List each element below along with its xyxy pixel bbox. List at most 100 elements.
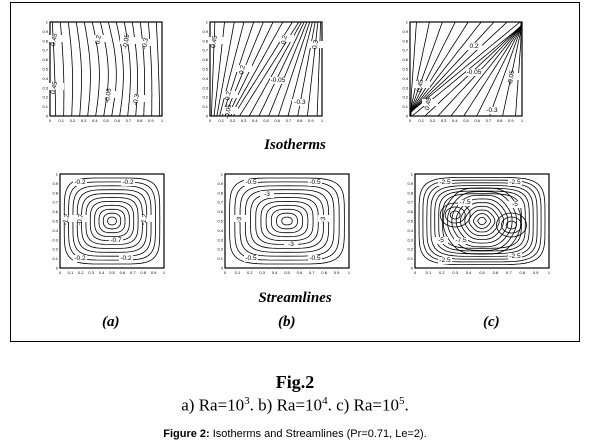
y-tick-label: 0.8 <box>202 38 208 43</box>
y-tick-label: 0.7 <box>217 200 223 205</box>
contour-label: 0.2 <box>224 90 233 100</box>
streamline <box>94 204 130 238</box>
x-tick-label: 1 <box>521 118 524 123</box>
y-tick-label: 0.6 <box>42 57 48 62</box>
contour-label: -3 <box>264 191 270 198</box>
x-tick-label: 0.8 <box>321 270 327 275</box>
contour-label: -0.3 <box>294 99 306 106</box>
vortex-cell <box>496 212 527 238</box>
vortex-cell <box>439 202 471 228</box>
label-mask <box>508 179 522 186</box>
x-tick-label: 0.3 <box>441 118 447 123</box>
y-tick-label: 0.4 <box>407 228 413 233</box>
contour-label: -0.2 <box>120 255 132 262</box>
x-tick-label: 0 <box>59 270 62 275</box>
contour-label: -0.3 <box>311 39 320 52</box>
x-tick-label: 0.9 <box>334 270 340 275</box>
contour-label: -0.05 <box>271 77 286 84</box>
y-tick-label: 0.4 <box>42 76 48 81</box>
contour-label: -0.05 <box>122 33 132 49</box>
streamlines-plot-b: 0 0.1 0.2 0.3 0.4 0.5 0.6 0.7 0.8 0.9 1 0 0.1 0.2 0.3 0… <box>217 172 350 276</box>
x-tick-label: 0.6 <box>120 270 126 275</box>
x-tick-label: 0.7 <box>126 118 132 123</box>
contour-label: 0.2 <box>238 64 247 74</box>
vortex-cell <box>506 220 517 230</box>
contour-label: -3 <box>288 241 294 248</box>
x-tick-label: 0.5 <box>109 270 115 275</box>
y-tick-label: 0.6 <box>202 57 208 62</box>
x-tick-label: 0.1 <box>218 118 224 123</box>
y-tick-label: 0.7 <box>52 200 58 205</box>
streamlines-label: Streamlines <box>258 290 332 306</box>
y-tick-label: 0 <box>411 266 414 271</box>
y-tick-label: 0.2 <box>202 95 208 100</box>
label-mask <box>508 201 522 208</box>
contour-label: -2.5 <box>439 257 451 264</box>
streamline <box>442 187 522 255</box>
contour-label: -0.5 <box>245 255 257 262</box>
isotherm-line <box>219 21 245 117</box>
contour-label: 0.45 <box>416 79 425 93</box>
contour-label: -0.3 <box>132 93 141 106</box>
x-tick-label: 0.4 <box>452 118 458 123</box>
label-mask <box>75 215 89 222</box>
y-tick-label: 0.4 <box>217 228 223 233</box>
y-tick-label: 0.7 <box>407 200 413 205</box>
str-b-border <box>224 173 350 269</box>
figure-frame <box>10 2 580 342</box>
y-tick-label: 0.3 <box>52 237 58 242</box>
x-tick-label: 0.9 <box>308 118 314 123</box>
vortex-cell <box>501 216 522 234</box>
x-tick-label: 0.4 <box>272 270 278 275</box>
y-tick-label: 0.8 <box>52 190 58 195</box>
x-tick-label: 1 <box>161 118 164 123</box>
contour-label: -0.7 <box>76 213 85 226</box>
x-tick-label: 0 <box>224 270 227 275</box>
y-tick-label: 1 <box>411 172 414 177</box>
isotherms-plot-a: 00.10.20.30.40.50.60.70.80.910 0.1 0.2 0.3 0… <box>42 20 164 124</box>
streamline <box>270 208 304 234</box>
streamline <box>418 177 546 265</box>
x-tick-label: 0.2 <box>70 118 76 123</box>
contour-label: 0.2 <box>469 43 478 50</box>
streamline <box>451 194 513 248</box>
case-label-c: (c) <box>483 314 500 330</box>
isotherm-line <box>258 21 305 117</box>
vortex-cell <box>449 210 461 220</box>
streamlines-plot-a: 0 0.1 0.2 0.3 0.4 0.5 0.6 0.7 0.8 0.9 1 0 0.1 0.2 0.3 0… <box>52 172 165 276</box>
y-tick-label: 0.1 <box>402 104 408 109</box>
x-tick-label: 0.4 <box>92 118 98 123</box>
label-mask <box>270 77 286 84</box>
x-tick-label: 0.5 <box>463 118 469 123</box>
y-tick-label: 0.9 <box>52 181 58 186</box>
streamline <box>477 216 487 226</box>
isotherm-line <box>502 22 522 117</box>
isotherm-line <box>410 21 482 116</box>
isotherm-line <box>277 21 311 117</box>
contour-label: -3 <box>320 216 328 223</box>
label-mask <box>508 253 522 260</box>
y-tick-label: 0.2 <box>217 247 223 252</box>
y-tick-label: 0.7 <box>202 48 208 53</box>
x-tick-label: 0 <box>49 118 52 123</box>
contour-label: -7.5 <box>455 237 467 244</box>
x-tick-label: 0.9 <box>508 118 514 123</box>
x-tick-label: 0.3 <box>241 118 247 123</box>
y-tick-label: 0.8 <box>407 190 413 195</box>
contour-label: -0.3 <box>141 37 150 50</box>
x-tick-label: 0.5 <box>103 118 109 123</box>
isotherm-line <box>83 21 91 117</box>
contour-label: -5 <box>512 201 518 208</box>
case-label-b: (b) <box>278 314 296 330</box>
y-tick-label: 1 <box>221 172 224 177</box>
x-tick-label: 0.9 <box>148 118 154 123</box>
x-tick-label: 0.8 <box>497 118 503 123</box>
x-tick-label: 0.5 <box>284 270 290 275</box>
contour-label: -1.2 <box>62 213 71 226</box>
isotherm-line <box>515 22 522 117</box>
y-tick-label: 0.5 <box>402 67 408 72</box>
y-tick-label: 0.4 <box>402 76 408 81</box>
y-tick-label: 0.3 <box>42 85 48 90</box>
isotherm-line <box>107 21 117 117</box>
isotherms-plot-b: 0 0.1 0.2 0.3 0.4 0.5 0.6 0.7 0.8 0.9 1 0 0.1 0.2 0.3 0… <box>202 20 325 123</box>
